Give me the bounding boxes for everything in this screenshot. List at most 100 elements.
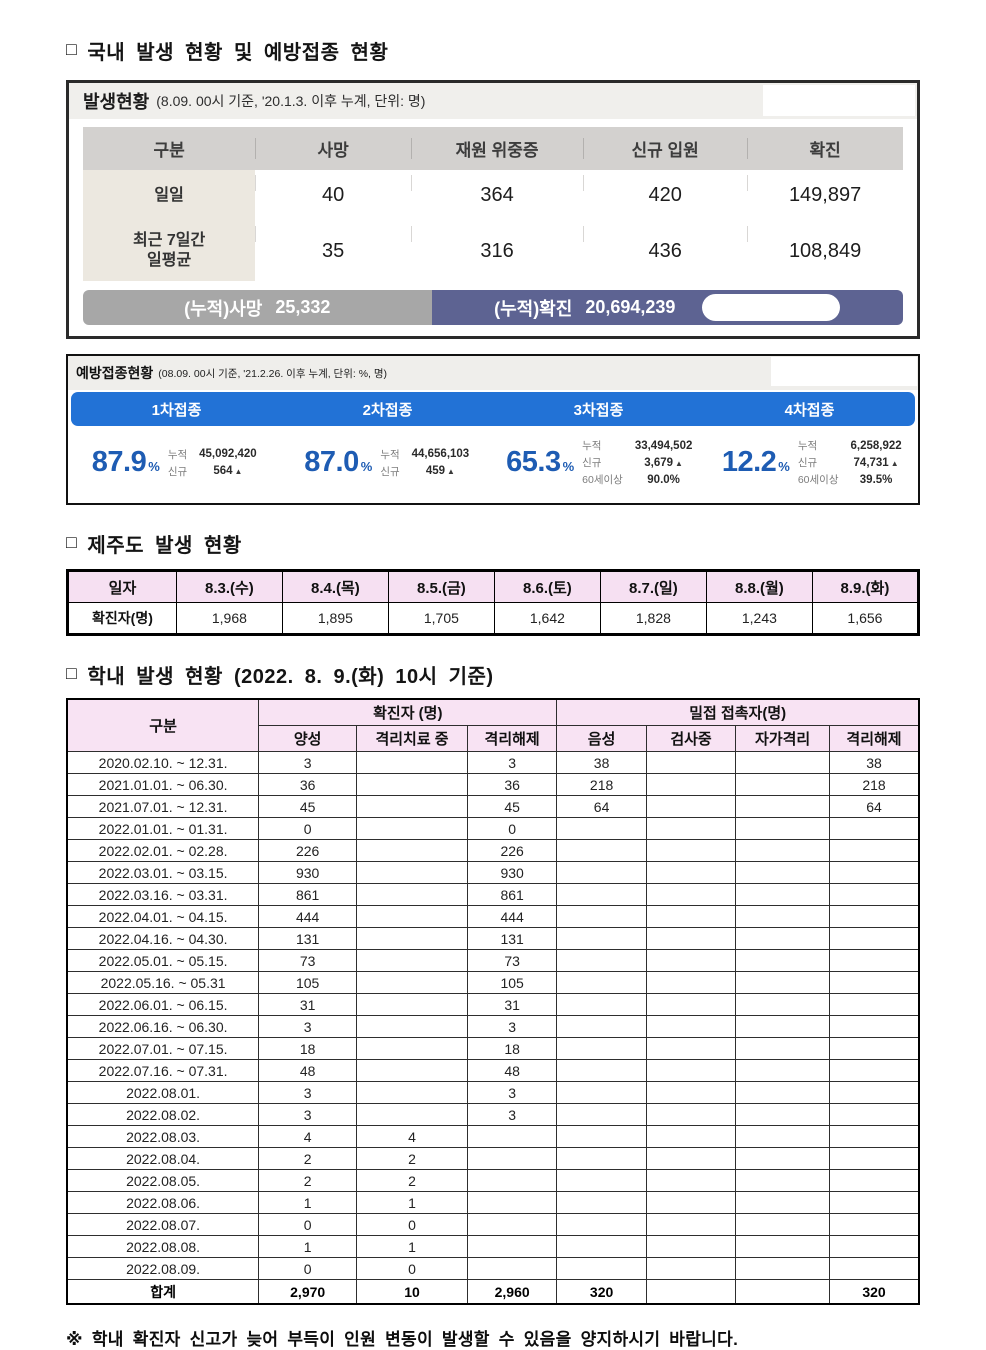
table-cell <box>556 927 647 950</box>
table-cell <box>735 795 830 818</box>
school-header-row-2: 양성 격리치료 중 격리해제 음성 검사중 자가격리 격리해제 <box>67 725 920 752</box>
stat-label: 신규 <box>797 457 818 469</box>
table-cell: 2 <box>258 1147 358 1170</box>
table-cell: 0 <box>466 817 558 840</box>
table-cell <box>828 839 920 862</box>
table-cell: 2022.08.03. <box>66 1125 260 1148</box>
occurrence-header-row: 구분 사망 재원 위중증 신규 입원 확진 <box>83 127 903 170</box>
dose-stats-row: 87.9% 누적 45,092,420 신규 564 ▲ 87.0% 누적 44,656,103… <box>68 426 918 503</box>
table-cell <box>645 993 737 1016</box>
table-cell: 2022.02.01. ~ 02.28. <box>66 839 260 862</box>
table-cell <box>356 927 468 950</box>
table-cell <box>556 993 647 1016</box>
table-cell <box>556 1059 647 1082</box>
stat-value: 33,494,502 <box>634 439 693 452</box>
table-cell <box>556 905 647 928</box>
table-cell: 108,849 <box>747 221 903 281</box>
table-row: 2022.04.01. ~ 04.15. 444 444 <box>66 905 920 928</box>
table-row: 2022.02.01. ~ 02.28. 226 226 <box>66 839 920 862</box>
table-row: 2022.08.09. 0 0 <box>66 1257 920 1280</box>
table-cell <box>556 1213 647 1236</box>
table-cell <box>828 927 920 950</box>
table-cell: 3 <box>258 1081 358 1104</box>
table-cell: 0 <box>258 817 358 840</box>
dose-percent: 12.2% <box>722 446 790 479</box>
jeju-column-header: 8.5.(금) <box>387 570 495 603</box>
table-row: 2022.08.08. 1 1 <box>66 1235 920 1258</box>
vaccination-panel: 예방접종현황 (08.09. 00시 기준, '21.2.26. 이후 누계, … <box>66 354 920 505</box>
table-cell: 2022.07.16. ~ 07.31. <box>66 1059 260 1082</box>
table-cell: 1 <box>356 1191 468 1214</box>
table-cell <box>356 949 468 972</box>
table-cell <box>556 839 647 862</box>
table-cell <box>645 1169 737 1192</box>
vaccination-title: 예방접종현황 <box>76 365 154 381</box>
table-row: 2022.07.01. ~ 07.15. 18 18 <box>66 1037 920 1060</box>
table-cell <box>556 861 647 884</box>
table-cell: 36 <box>258 773 358 796</box>
table-cell <box>828 905 920 928</box>
stat-label: 60세이상 <box>582 474 623 486</box>
table-cell: 38 <box>828 751 920 774</box>
stat-label: 누적 <box>380 448 400 461</box>
table-cell <box>466 1169 558 1192</box>
section-title-domestic-label: 국내 발생 현황 및 예방접종 현황 <box>87 42 389 64</box>
school-sub-column-header: 음성 <box>556 725 647 752</box>
stat-label: 누적 <box>582 440 602 452</box>
table-cell <box>645 1125 737 1148</box>
table-cell: 364 <box>410 170 584 221</box>
school-sub-column-header: 검사중 <box>645 725 737 752</box>
table-cell: 73 <box>258 949 358 972</box>
dose-stat-cell: 87.0% 누적 44,656,103 신규 459 ▲ <box>281 438 494 487</box>
table-row: 2020.02.10. ~ 12.31. 3 3 38 38 <box>66 751 920 774</box>
redaction-patch <box>771 357 917 386</box>
table-cell: 1,656 <box>811 602 920 635</box>
stat-value: 74,731 ▲ <box>853 456 899 469</box>
table-row: 2021.07.01. ~ 12.31. 45 45 64 64 <box>66 795 920 818</box>
table-cell <box>828 1059 920 1082</box>
table-cell <box>828 817 920 840</box>
table-cell <box>828 1103 920 1126</box>
stat-label: 신규 <box>167 465 188 478</box>
table-cell <box>735 751 830 774</box>
total-row: 합계 2,970 10 2,960 320 320 <box>66 1279 920 1305</box>
table-cell <box>735 1037 830 1060</box>
table-cell: 48 <box>466 1059 558 1082</box>
table-cell: 2022.04.16. ~ 04.30. <box>66 927 260 950</box>
jeju-table-body: 확진자(명) 1,968 1,895 1,705 1,642 1,828 1,243 1,65… <box>67 602 920 635</box>
jeju-column-header: 8.9.(화) <box>811 570 920 603</box>
table-cell <box>735 927 830 950</box>
table-cell: 105 <box>258 971 358 994</box>
table-cell: 0 <box>356 1257 468 1280</box>
table-cell <box>356 1081 468 1104</box>
table-cell <box>828 971 920 994</box>
table-cell: 64 <box>556 795 647 818</box>
table-cell <box>735 1169 830 1192</box>
jeju-table: 일자 8.3.(수) 8.4.(목) 8.5.(금) 8.6.(토) 8.7.(일) 8.8… <box>66 569 920 636</box>
table-cell: 2021.01.01. ~ 06.30. <box>66 773 260 796</box>
school-table-body: 2020.02.10. ~ 12.31. 3 3 38 38 2021.01.01. ~ … <box>66 751 920 1305</box>
table-cell <box>645 1037 737 1060</box>
table-cell: 1 <box>356 1235 468 1258</box>
checkbox-square-icon: □ <box>66 532 78 552</box>
table-cell <box>828 1213 920 1236</box>
table-cell <box>735 773 830 796</box>
table-cell <box>735 883 830 906</box>
school-sub-column-header: 격리해제 <box>828 725 920 752</box>
vaccination-panel-header: 예방접종현황 (08.09. 00시 기준, '21.2.26. 이후 누계, … <box>68 356 918 390</box>
percent-unit: % <box>148 459 160 474</box>
table-cell: 3 <box>466 1015 558 1038</box>
stat-value: 45,092,420 <box>199 448 257 460</box>
table-cell <box>466 1125 558 1148</box>
table-cell <box>735 1147 830 1170</box>
occurrence-status-panel: 발생현황 (8.09. 00시 기준, '20.1.3. 이후 누계, 단위: … <box>66 80 920 339</box>
table-row: 2022.08.04. 2 2 <box>66 1147 920 1170</box>
table-cell <box>356 1015 468 1038</box>
table-cell: 2022.08.04. <box>66 1147 260 1170</box>
table-cell: 31 <box>466 993 558 1016</box>
table-cell <box>645 1059 737 1082</box>
cumulative-bar: (누적)사망 25,332 (누적)확진 20,694,239 <box>83 290 903 325</box>
occurrence-column-header: 재원 위중증 <box>410 127 584 170</box>
table-cell: 31 <box>258 993 358 1016</box>
table-cell: 226 <box>466 839 558 862</box>
